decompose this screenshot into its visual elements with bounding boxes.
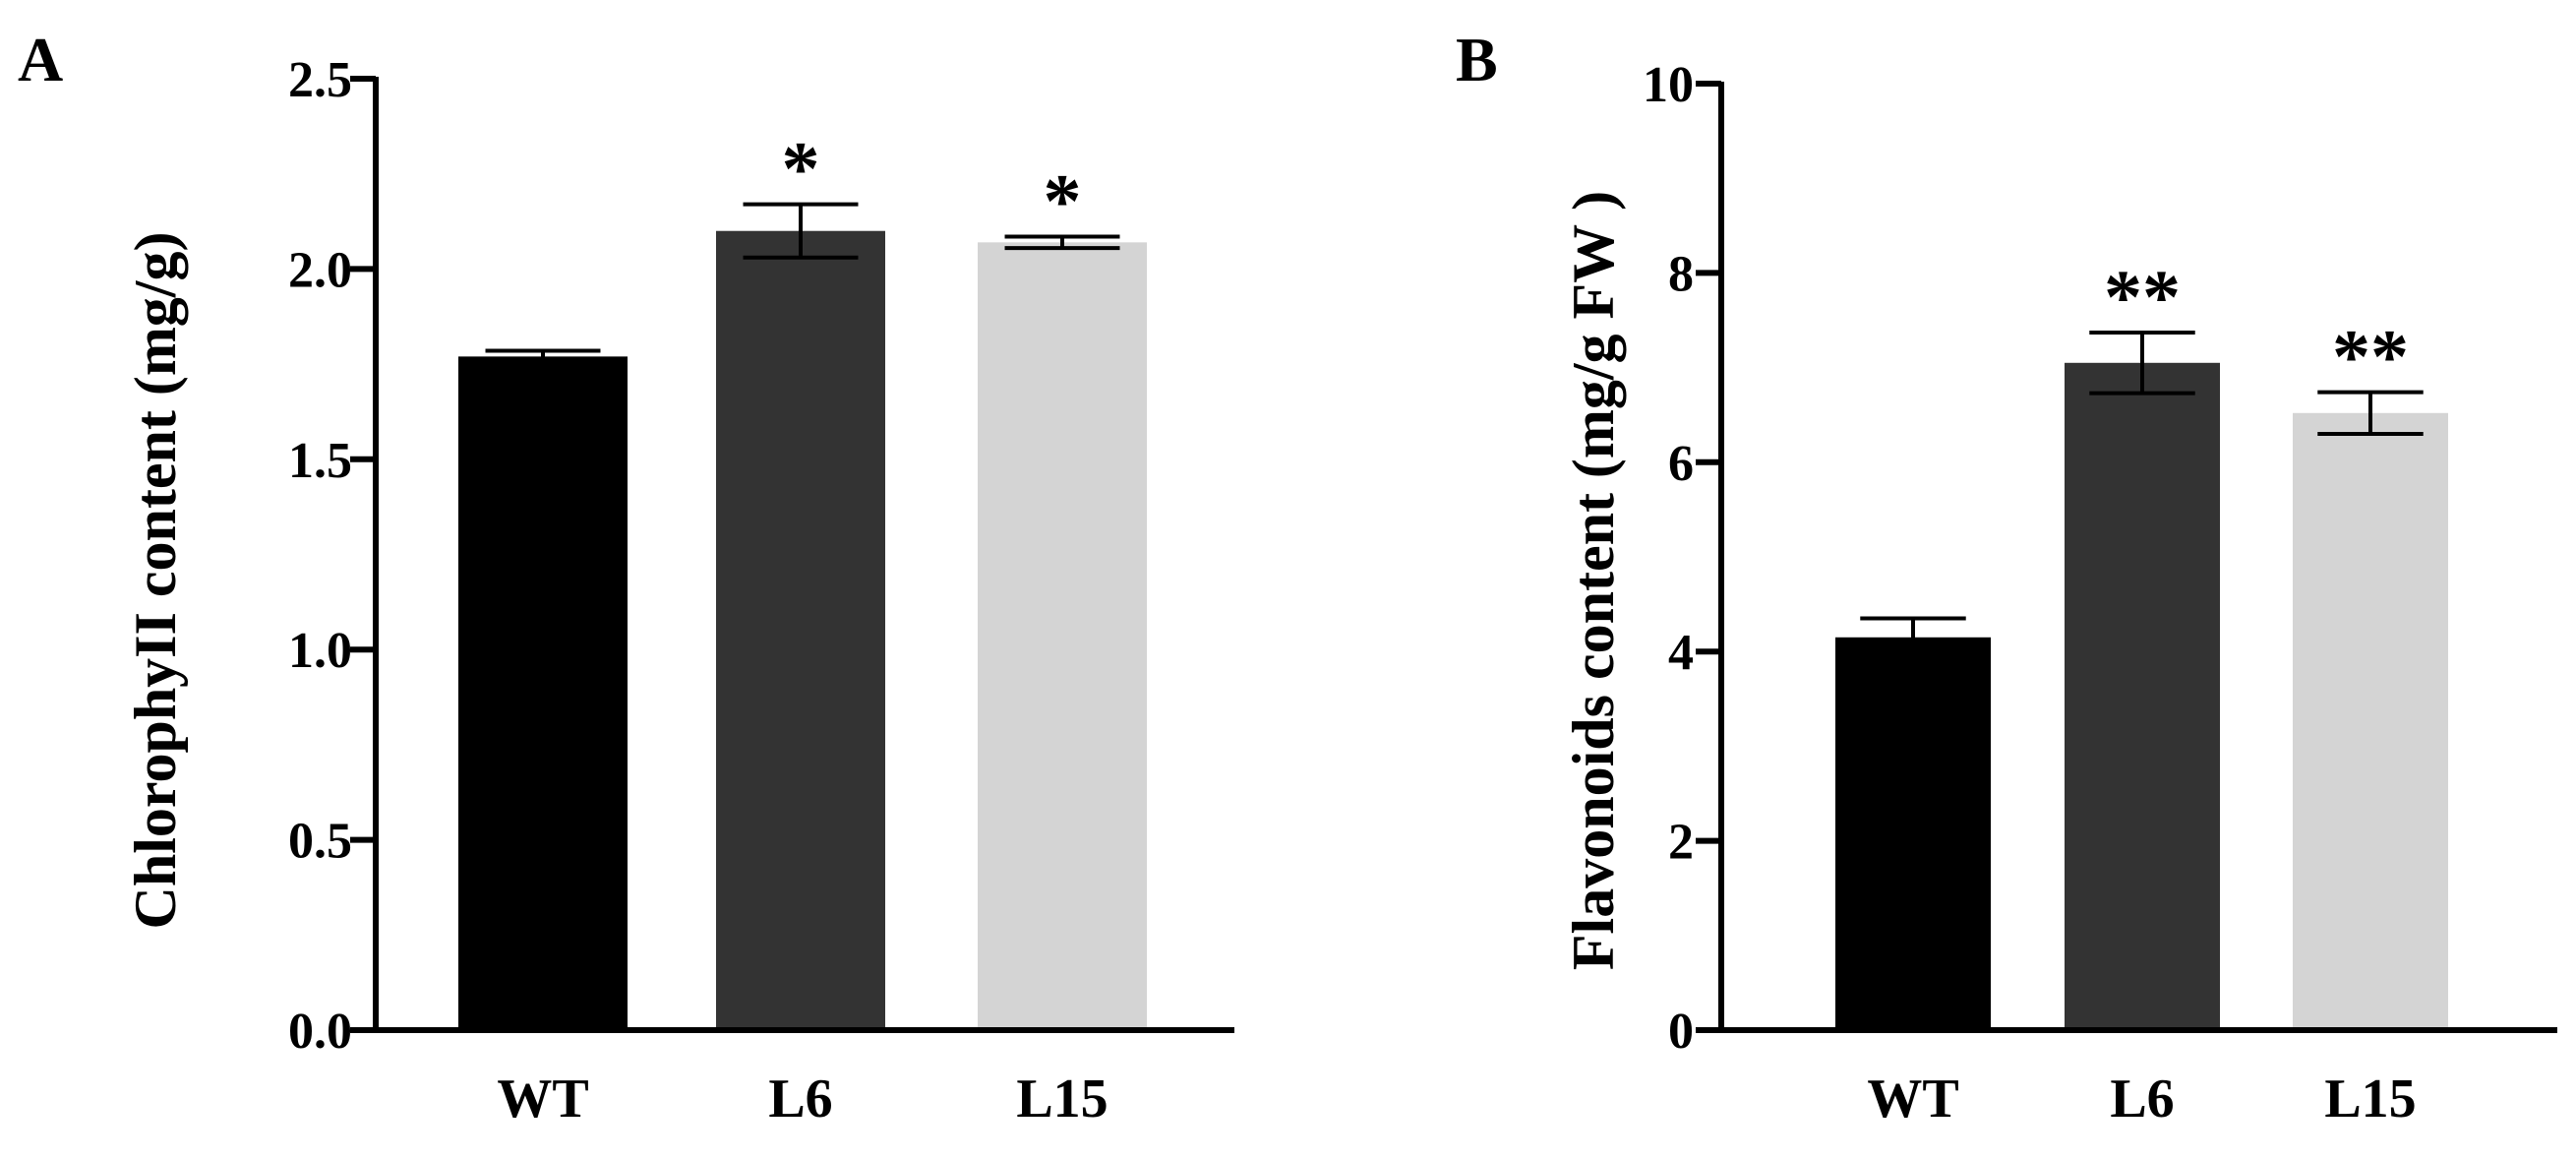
bar-l6: [2065, 362, 2220, 1030]
y-tick-label: 0.0: [288, 1004, 352, 1060]
bar-l15: [978, 242, 1147, 1031]
x-category-label-l6: L6: [2110, 1068, 2174, 1129]
x-category-label-wt: WT: [1867, 1068, 1958, 1129]
y-tick-label: 2: [1668, 815, 1694, 871]
bar-wt: [458, 356, 628, 1030]
y-tick-label: 2.0: [288, 242, 352, 298]
bar-wt: [1835, 637, 1991, 1030]
y-axis-title-a: ChlorophyII content (mg/g): [123, 232, 188, 930]
significance-marker-l15: **: [2332, 314, 2409, 399]
y-tick-label: 0.5: [288, 814, 352, 870]
x-category-label-l6: L6: [768, 1068, 832, 1129]
y-tick-label: 1.5: [288, 433, 352, 489]
significance-marker-l15: *: [1044, 158, 1082, 244]
bar-l6: [716, 230, 885, 1031]
x-category-label-l15: L15: [1016, 1068, 1108, 1129]
panel-label-b: B: [1456, 25, 1498, 94]
y-tick-label: 4: [1668, 625, 1694, 681]
significance-marker-l6: *: [782, 126, 820, 212]
panel-label-a: A: [18, 25, 63, 94]
y-tick-label: 1.0: [288, 623, 352, 679]
significance-marker-l6: **: [2104, 254, 2181, 339]
y-tick-label: 6: [1668, 436, 1694, 492]
y-tick-label: 2.5: [288, 52, 352, 108]
y-tick-label: 10: [1643, 57, 1694, 113]
y-tick-label: 8: [1668, 246, 1694, 302]
panel-b: B Flavonoids content (mg/g FW ) ** ** 0 2 4 6…: [1456, 25, 2557, 1129]
bar-l15: [2293, 412, 2448, 1030]
panel-a: A ChlorophyII content (mg/g) * * 0.0 0.5 1.0…: [18, 25, 1234, 1129]
x-category-label-wt: WT: [497, 1068, 588, 1129]
y-tick-label: 0: [1668, 1004, 1694, 1060]
x-category-label-l15: L15: [2324, 1068, 2416, 1129]
y-axis-title-b: Flavonoids content (mg/g FW ): [1561, 191, 1626, 970]
